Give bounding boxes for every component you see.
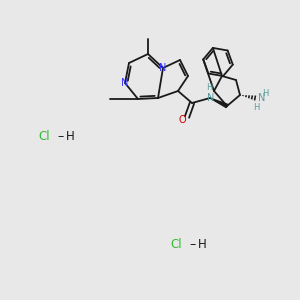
Text: O: O [178, 115, 186, 125]
Polygon shape [210, 98, 228, 108]
Text: H: H [253, 103, 259, 112]
Text: Cl: Cl [38, 130, 50, 143]
Text: N: N [121, 78, 129, 88]
Text: H: H [262, 88, 268, 98]
Text: –: – [189, 238, 195, 251]
Text: N: N [159, 63, 167, 73]
Text: N: N [207, 93, 215, 103]
Text: H: H [206, 83, 212, 92]
Text: N: N [258, 93, 266, 103]
Text: Cl: Cl [170, 238, 182, 251]
Text: –: – [57, 130, 63, 143]
Text: H: H [66, 130, 75, 143]
Text: H: H [198, 238, 207, 251]
